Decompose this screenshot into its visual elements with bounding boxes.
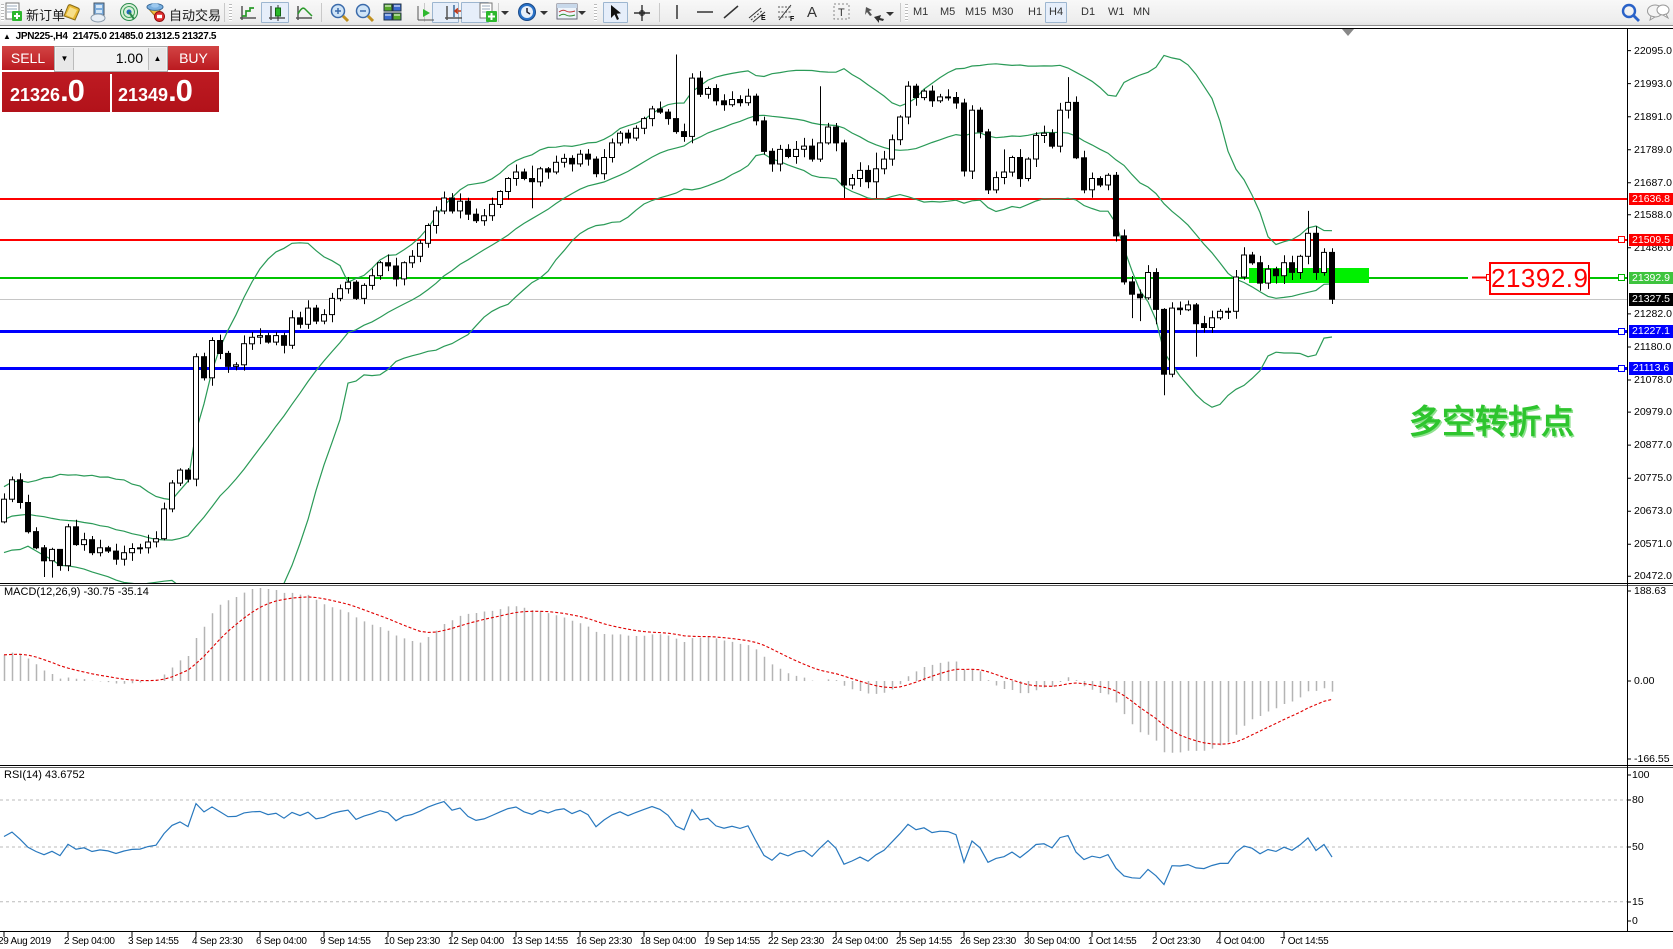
svg-text:E: E [761, 15, 766, 22]
svg-text:A: A [807, 4, 817, 21]
svg-text:T: T [838, 7, 845, 19]
svg-text:F: F [790, 16, 795, 23]
